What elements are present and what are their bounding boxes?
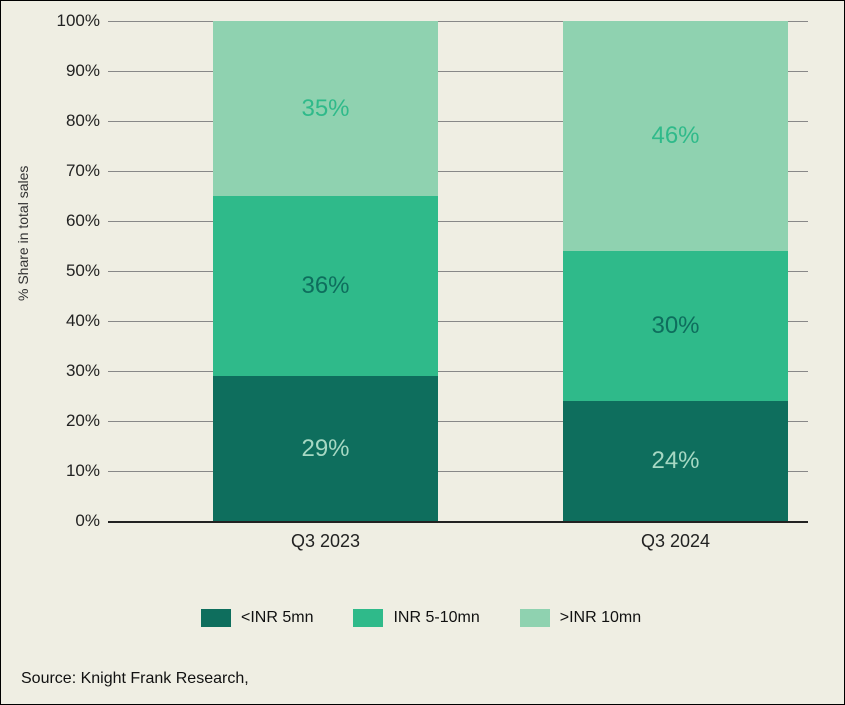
bar-segment-label: 29% bbox=[301, 435, 349, 463]
legend-swatch bbox=[201, 609, 231, 627]
y-tick-label: 50% bbox=[66, 261, 108, 281]
legend-item: INR 5-10mn bbox=[353, 609, 479, 627]
bar-column: 29%36%35%Q3 2023 bbox=[213, 21, 438, 521]
legend-swatch bbox=[353, 609, 383, 627]
bar-segment: 36% bbox=[213, 196, 438, 376]
source-text: Source: Knight Frank Research, bbox=[21, 670, 249, 688]
y-tick-label: 30% bbox=[66, 361, 108, 381]
bar-segment: 46% bbox=[563, 21, 788, 251]
y-tick-label: 80% bbox=[66, 111, 108, 131]
legend-label: >INR 10mn bbox=[560, 609, 641, 627]
legend-label: INR 5-10mn bbox=[393, 609, 479, 627]
y-tick-label: 0% bbox=[75, 511, 108, 531]
plot-area: 0%10%20%30%40%50%60%70%80%90%100%29%36%3… bbox=[108, 21, 808, 521]
bar-segment-label: 35% bbox=[301, 95, 349, 123]
y-tick-label: 100% bbox=[57, 11, 108, 31]
y-tick-label: 90% bbox=[66, 61, 108, 81]
y-tick-label: 60% bbox=[66, 211, 108, 231]
legend-item: >INR 10mn bbox=[520, 609, 641, 627]
x-category-label: Q3 2023 bbox=[213, 521, 438, 552]
bar-column: 24%30%46%Q3 2024 bbox=[563, 21, 788, 521]
bar-segment-label: 24% bbox=[651, 447, 699, 475]
stacked-bar-chart: % Share in total sales 0% 10% 20% 30% 40% 50%… bbox=[0, 0, 845, 705]
bar-segment-label: 36% bbox=[301, 272, 349, 300]
bar-segment-label: 30% bbox=[651, 312, 699, 340]
bar-segment: 35% bbox=[213, 21, 438, 196]
chart-legend: <INR 5mn INR 5-10mn >INR 10mn bbox=[201, 609, 641, 627]
x-category-label: Q3 2024 bbox=[563, 521, 788, 552]
bar-segment: 29% bbox=[213, 376, 438, 521]
bar-segment: 24% bbox=[563, 401, 788, 521]
bar-segment: 30% bbox=[563, 251, 788, 401]
legend-swatch bbox=[520, 609, 550, 627]
y-tick-label: 10% bbox=[66, 461, 108, 481]
bar-segment-label: 46% bbox=[651, 122, 699, 150]
y-tick-label: 40% bbox=[66, 311, 108, 331]
y-tick-label: 20% bbox=[66, 411, 108, 431]
y-axis-label: % Share in total sales bbox=[15, 166, 31, 301]
y-tick-label: 70% bbox=[66, 161, 108, 181]
legend-label: <INR 5mn bbox=[241, 609, 313, 627]
legend-item: <INR 5mn bbox=[201, 609, 313, 627]
